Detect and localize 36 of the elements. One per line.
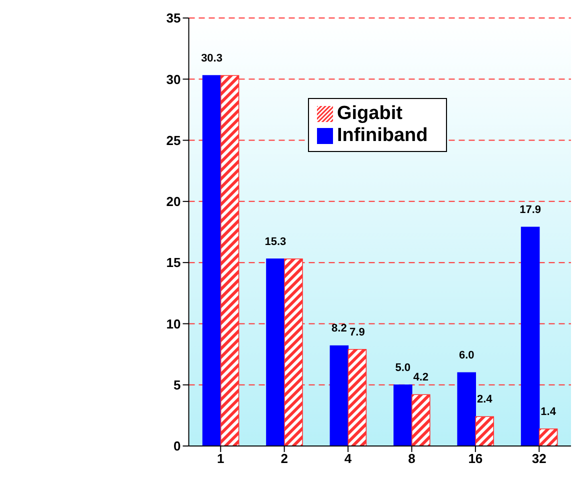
data-label: 30.3 (201, 52, 222, 64)
data-label: 7.9 (350, 326, 365, 338)
y-tick-label: 15 (166, 255, 181, 270)
y-tick-label: 25 (166, 132, 181, 148)
x-tick-label: 2 (280, 451, 288, 466)
bar (348, 348, 367, 446)
bar (520, 226, 540, 446)
data-label: 1.4 (540, 406, 557, 418)
data-label: 2.4 (476, 394, 494, 406)
y-tick-label: 5 (174, 377, 181, 392)
x-tick-label: 1 (217, 451, 224, 466)
bar (330, 345, 349, 446)
x-tick-label: 4 (344, 451, 352, 466)
y-tick-label: 30 (166, 72, 181, 87)
data-label: 5.0 (395, 362, 411, 374)
bar (202, 75, 222, 446)
y-tick-label: 20 (166, 194, 181, 210)
data-label: 17.9 (520, 204, 542, 216)
bar (394, 384, 412, 446)
data-label: 4.2 (413, 372, 429, 384)
bar (538, 428, 558, 446)
data-label: 15.3 (264, 236, 286, 248)
y-tick-label: 35 (166, 10, 181, 26)
bar (475, 416, 494, 446)
legend-label: Infiniband (337, 125, 428, 146)
x-tick-label: 8 (408, 451, 416, 466)
y-tick-label: 10 (166, 316, 181, 332)
bar (457, 372, 476, 446)
data-label: 8.2 (332, 322, 347, 335)
x-tick-label: 16 (468, 451, 483, 466)
bar (266, 258, 285, 446)
data-label: 6.0 (458, 350, 474, 362)
legend-label: Gigabit (337, 103, 402, 124)
bar (412, 394, 430, 446)
y-tick-label: 0 (174, 438, 181, 454)
x-tick-label: 32 (532, 451, 546, 466)
